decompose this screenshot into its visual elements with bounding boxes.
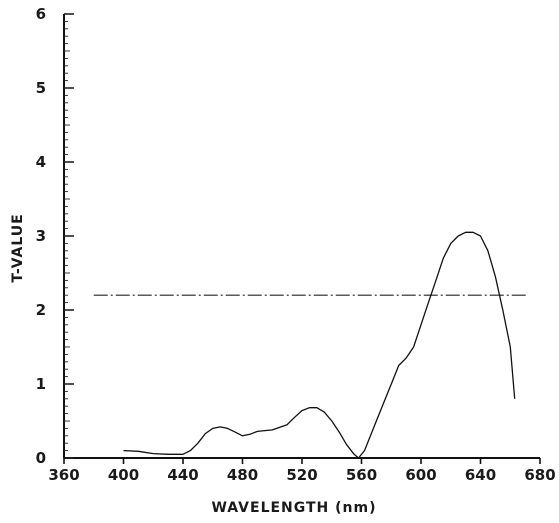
y-minor-ticks (64, 13, 74, 459)
x-tick-label: 440 (167, 466, 198, 484)
y-tick-label: 4 (36, 153, 46, 171)
x-axis-title: WAVELENGTH (nm) (211, 500, 376, 516)
x-tick-label: 640 (465, 466, 496, 484)
x-tick-marks (63, 458, 541, 464)
axes (63, 14, 540, 459)
x-tick-label: 400 (108, 466, 139, 484)
y-tick-label: 2 (36, 301, 46, 319)
y-tick-labels: 0 1 2 3 4 5 6 (36, 5, 46, 467)
x-tick-label: 680 (524, 466, 555, 484)
x-tick-label: 360 (48, 466, 79, 484)
x-tick-label: 480 (227, 466, 258, 484)
x-tick-label: 560 (346, 466, 377, 484)
y-axis-title: T-VALUE (10, 213, 26, 282)
y-tick-label: 0 (36, 449, 46, 467)
x-tick-label: 600 (405, 466, 436, 484)
y-tick-label: 5 (36, 79, 46, 97)
y-tick-label: 1 (36, 375, 46, 393)
x-tick-labels: 360 400 440 480 520 560 600 640 680 (48, 466, 555, 484)
y-tick-label: 6 (36, 5, 46, 23)
x-tick-label: 520 (286, 466, 317, 484)
y-tick-label: 3 (36, 227, 46, 245)
series-line (123, 231, 516, 459)
